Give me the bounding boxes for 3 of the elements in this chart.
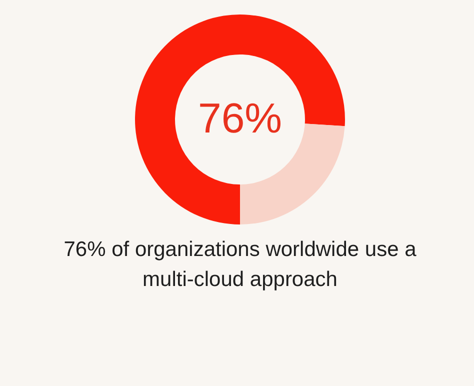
donut-slice (135, 14, 345, 224)
text: 76% (198, 94, 282, 142)
text: 76% of organizations worldwide use a multi-cloud approach (64, 238, 417, 291)
